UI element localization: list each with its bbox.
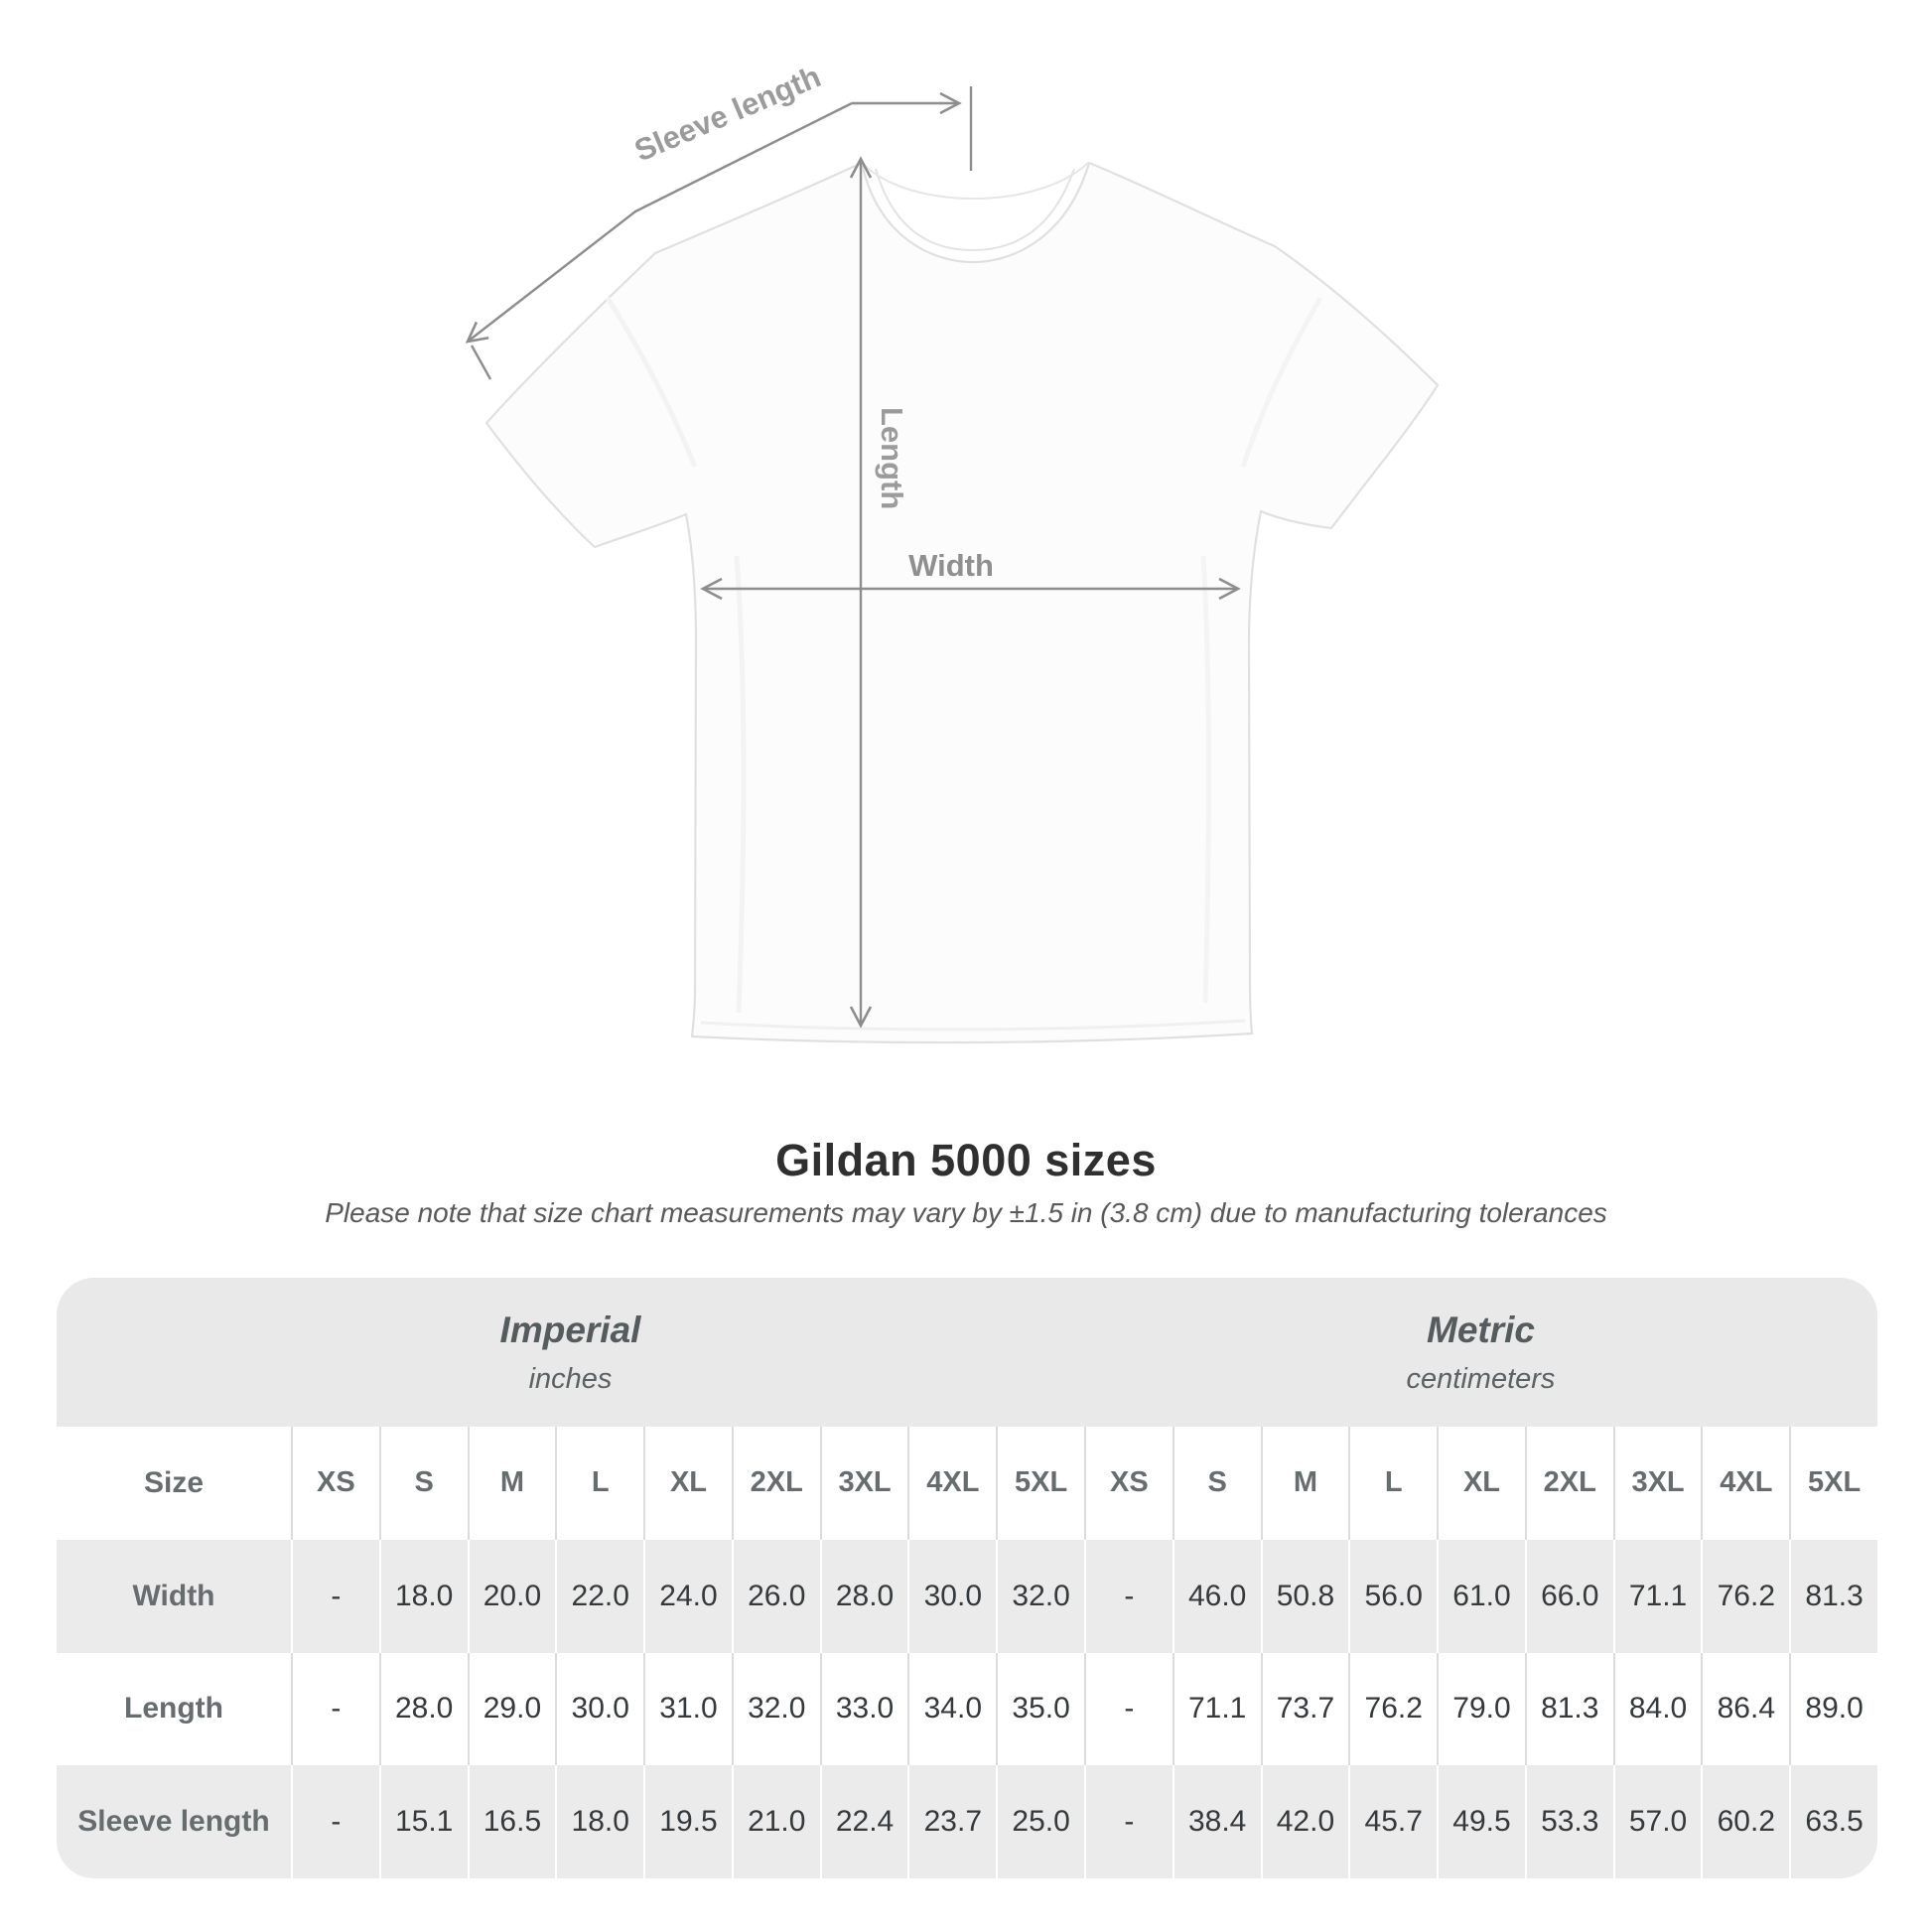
table-cell: 71.1 xyxy=(1172,1652,1261,1766)
unit-group-imperial: Imperial inches xyxy=(57,1278,1084,1427)
table-cell: 21.0 xyxy=(731,1765,820,1878)
table-cell: 35.0 xyxy=(996,1652,1084,1766)
table-cell: 38.4 xyxy=(1172,1765,1261,1878)
table-cell: 81.3 xyxy=(1789,1539,1877,1653)
table-cell: 19.5 xyxy=(643,1765,732,1878)
table-cell: - xyxy=(1084,1765,1173,1878)
metric-unit: centimeters xyxy=(1406,1362,1556,1395)
measurement-annotations xyxy=(465,86,1241,1029)
col-header-imperial-xl: XL xyxy=(643,1427,732,1540)
tshirt-image xyxy=(484,161,1440,1044)
unit-group-metric: Metric centimeters xyxy=(1084,1278,1877,1427)
table-cell: 46.0 xyxy=(1172,1539,1261,1653)
size-table: Imperial inches Metric centimeters Size … xyxy=(57,1278,1877,1878)
table-cell: 42.0 xyxy=(1260,1765,1349,1878)
col-header-metric-m: M xyxy=(1260,1427,1349,1540)
table-cell: 28.0 xyxy=(819,1539,908,1653)
imperial-unit: inches xyxy=(528,1362,613,1395)
table-cell: 25.0 xyxy=(996,1765,1084,1878)
row-label-sleeve-length: Sleeve length xyxy=(57,1765,291,1878)
table-cell: 32.0 xyxy=(731,1652,820,1766)
col-header-imperial-l: L xyxy=(555,1427,644,1540)
sleeve-length-line xyxy=(465,101,853,344)
sleeve-length-label: Sleeve length xyxy=(629,59,826,168)
table-cell: 34.0 xyxy=(907,1652,997,1766)
table-cell: 33.0 xyxy=(819,1652,908,1766)
table-cell: 56.0 xyxy=(1348,1539,1438,1653)
table-cell: 86.4 xyxy=(1701,1652,1790,1766)
table-cell: - xyxy=(291,1765,379,1878)
table-cell: - xyxy=(1084,1539,1173,1653)
row-label-width: Width xyxy=(57,1539,291,1653)
table-cell: 24.0 xyxy=(643,1539,732,1653)
col-header-imperial-2xl: 2XL xyxy=(731,1427,820,1540)
col-header-imperial-4xl: 4XL xyxy=(907,1427,997,1540)
table-cell: 76.2 xyxy=(1348,1652,1438,1766)
col-header-metric-s: S xyxy=(1172,1427,1261,1540)
col-header-metric-xl: XL xyxy=(1437,1427,1525,1540)
table-cell: 30.0 xyxy=(907,1539,997,1653)
table-cell: 81.3 xyxy=(1524,1652,1613,1766)
size-column-header: Size xyxy=(57,1427,291,1540)
col-header-imperial-xs: XS xyxy=(291,1427,379,1540)
col-header-imperial-m: M xyxy=(467,1427,556,1540)
col-header-imperial-5xl: 5XL xyxy=(996,1427,1084,1540)
col-header-imperial-3xl: 3XL xyxy=(819,1427,908,1540)
width-label: Width xyxy=(908,548,994,583)
table-cell: 32.0 xyxy=(996,1539,1084,1653)
table-cell: 57.0 xyxy=(1612,1765,1702,1878)
table-cell: 16.5 xyxy=(467,1765,556,1878)
table-cell: 31.0 xyxy=(643,1652,732,1766)
cuff-tick xyxy=(470,345,492,380)
table-cell: 30.0 xyxy=(555,1652,644,1766)
tshirt-measurement-diagram: Sleeve length Length Width xyxy=(465,59,1440,1044)
table-cell: 63.5 xyxy=(1789,1765,1877,1878)
table-cell: 66.0 xyxy=(1524,1539,1613,1653)
table-cell: 49.5 xyxy=(1437,1765,1525,1878)
table-cell: 22.0 xyxy=(555,1539,644,1653)
table-cell: 53.3 xyxy=(1524,1765,1613,1878)
col-header-metric-4xl: 4XL xyxy=(1701,1427,1790,1540)
table-cell: 15.1 xyxy=(378,1765,468,1878)
col-header-imperial-s: S xyxy=(378,1427,468,1540)
table-cell: 28.0 xyxy=(378,1652,468,1766)
col-header-metric-l: L xyxy=(1348,1427,1438,1540)
table-cell: 50.8 xyxy=(1260,1539,1349,1653)
row-label-length: Length xyxy=(57,1652,291,1766)
table-cell: 89.0 xyxy=(1789,1652,1877,1766)
col-header-metric-2xl: 2XL xyxy=(1524,1427,1613,1540)
table-cell: 73.7 xyxy=(1260,1652,1349,1766)
length-label: Length xyxy=(875,407,909,509)
col-header-metric-5xl: 5XL xyxy=(1789,1427,1877,1540)
table-cell: - xyxy=(1084,1652,1173,1766)
page-title: Gildan 5000 sizes xyxy=(775,1135,1157,1185)
imperial-heading: Imperial xyxy=(499,1309,641,1350)
table-cell: 84.0 xyxy=(1612,1652,1702,1766)
table-cell: - xyxy=(291,1652,379,1766)
table-cell: 18.0 xyxy=(378,1539,468,1653)
tolerance-note: Please note that size chart measurements… xyxy=(325,1197,1607,1228)
col-header-metric-xs: XS xyxy=(1084,1427,1173,1540)
table-cell: 61.0 xyxy=(1437,1539,1525,1653)
table-cell: 60.2 xyxy=(1701,1765,1790,1878)
table-cell: 79.0 xyxy=(1437,1652,1525,1766)
table-cell: 23.7 xyxy=(907,1765,997,1878)
table-cell: 29.0 xyxy=(467,1652,556,1766)
table-cell: 18.0 xyxy=(555,1765,644,1878)
metric-heading: Metric xyxy=(1427,1309,1535,1350)
table-cell: - xyxy=(291,1539,379,1653)
table-cell: 45.7 xyxy=(1348,1765,1438,1878)
table-cell: 76.2 xyxy=(1701,1539,1790,1653)
table-cell: 26.0 xyxy=(731,1539,820,1653)
table-cell: 22.4 xyxy=(819,1765,908,1878)
table-cell: 71.1 xyxy=(1612,1539,1702,1653)
table-cell: 20.0 xyxy=(467,1539,556,1653)
col-header-metric-3xl: 3XL xyxy=(1612,1427,1702,1540)
